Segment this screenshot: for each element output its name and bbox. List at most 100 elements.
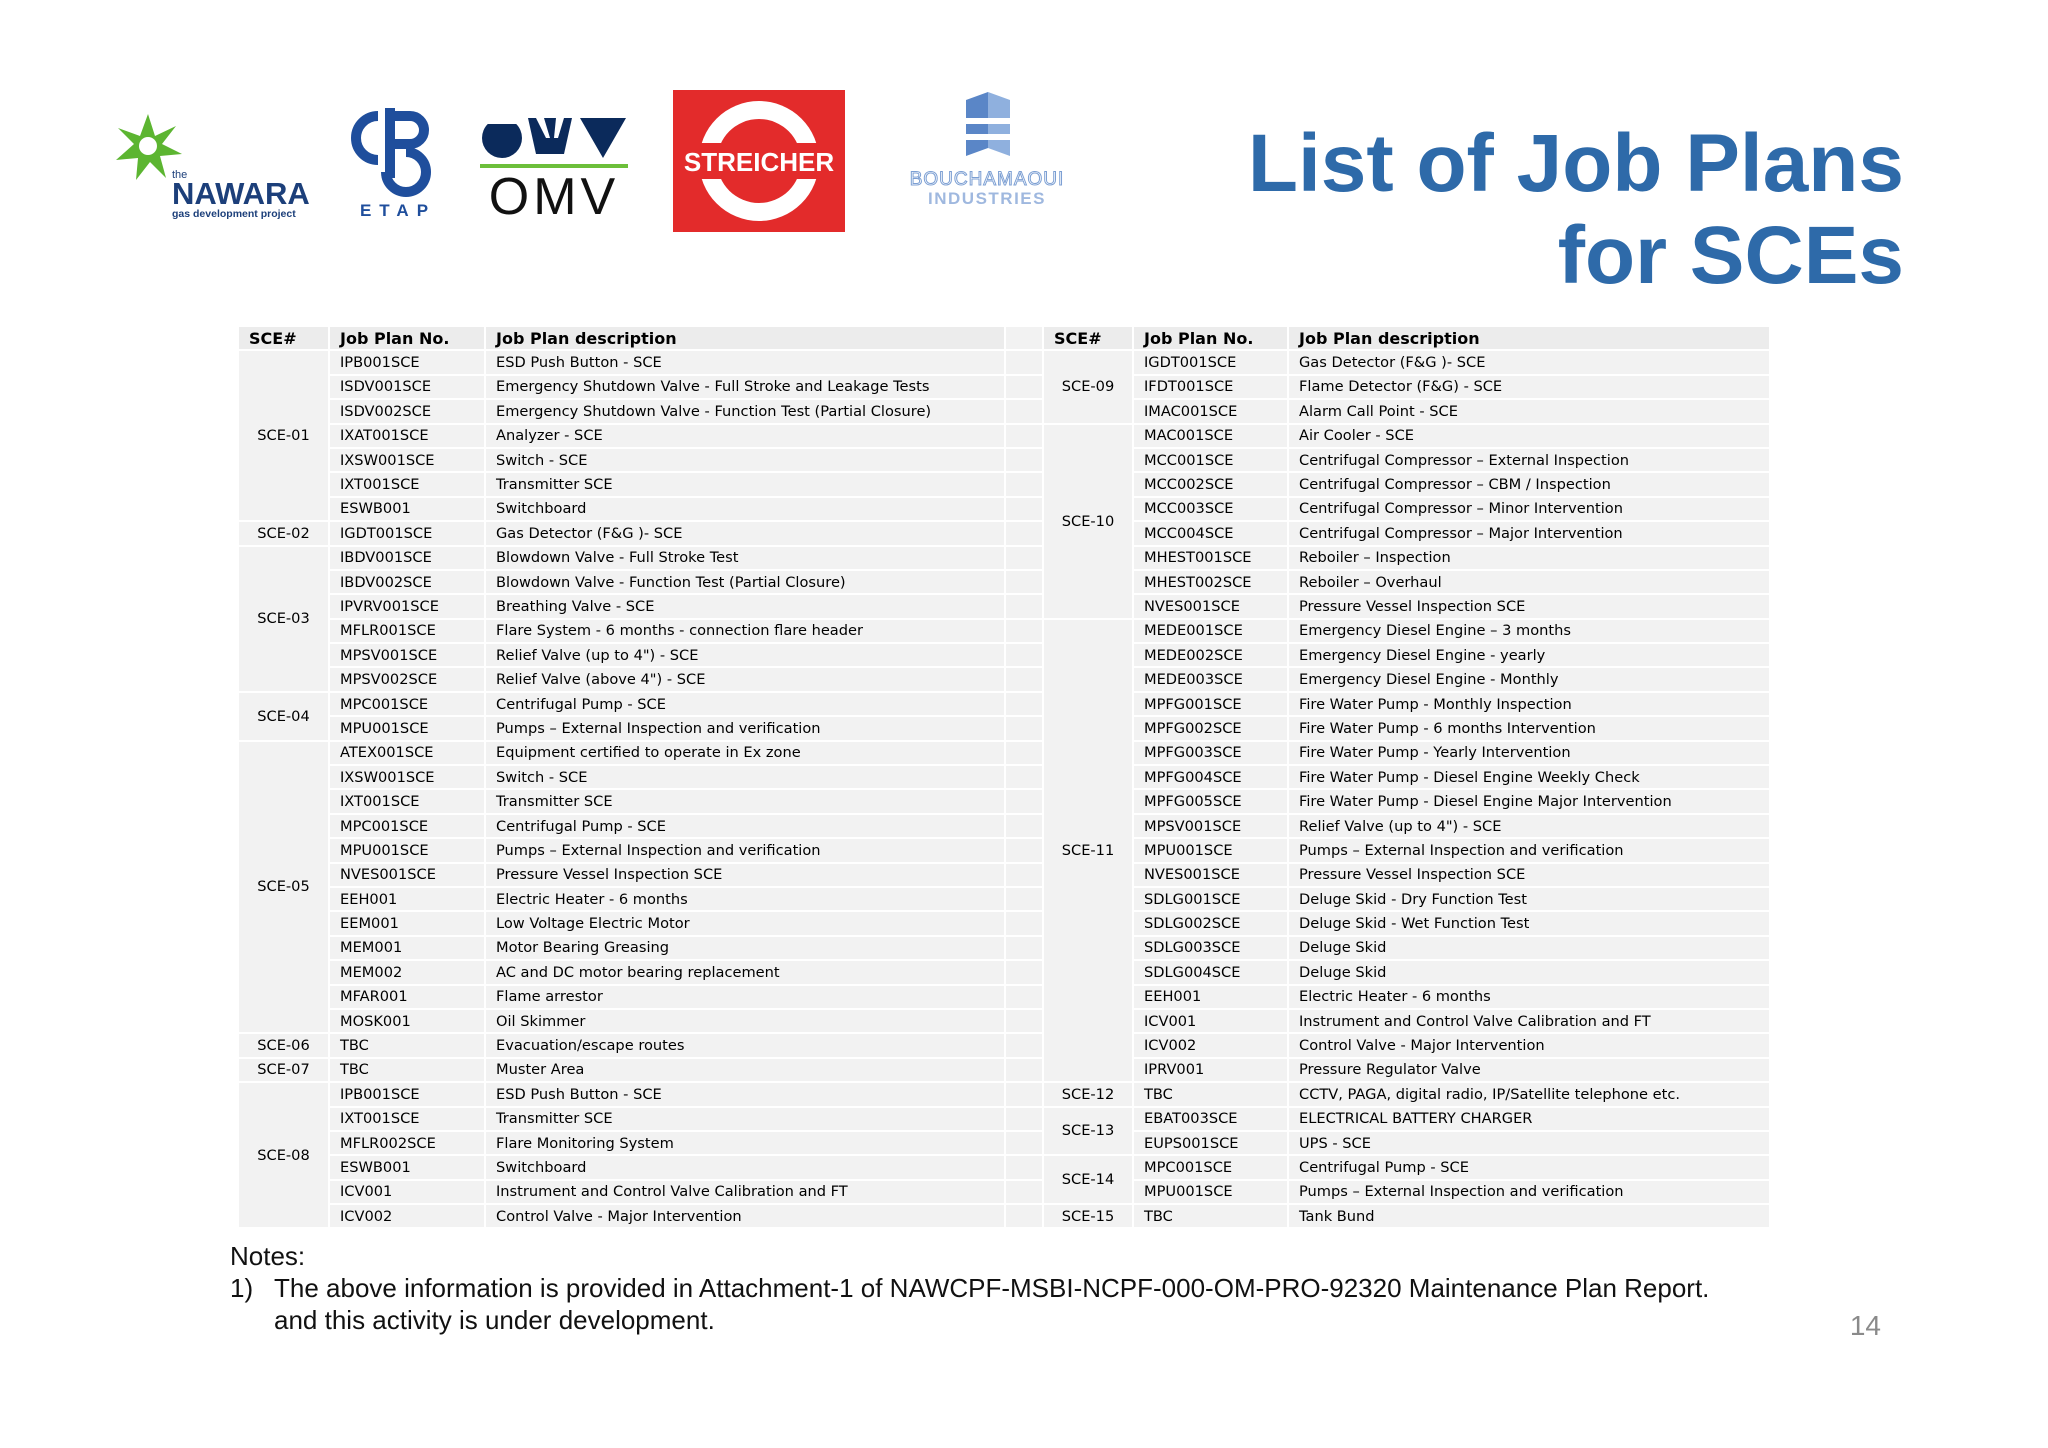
sce-cell: SCE-06 [239,1034,330,1059]
column-gap [1006,473,1044,498]
job-plan-no-cell: MFLR002SCE [330,1131,486,1157]
column-gap [1006,985,1044,1010]
job-plan-no-cell: MHEST001SCE [1134,546,1289,571]
column-gap [1006,424,1044,449]
table-row: MPC001SCE Centrifugal Pump - SCE MPSV001SC… [239,814,1771,840]
job-plan-description-cell: Pumps – External Inspection and verifica… [1289,1180,1771,1206]
job-plan-no-cell: EUPS001SCE [1134,1131,1289,1157]
job-plan-description-cell: ESD Push Button - SCE [486,351,1006,376]
job-plan-description-cell: Flame arrestor [486,985,1006,1010]
table-row: IXSW001SCE Switch - SCE MCC001SCE Centrifug… [239,448,1771,474]
table-row: SCE-01 IPB001SCE ESD Push Button - SCE SCE-… [239,351,1771,523]
table-row: MPSV001SCE Relief Valve (up to 4") - SCE M… [239,644,1771,669]
sce-cell: SCE-03 [239,546,330,693]
note-item: 1) The above information is provided in … [230,1272,1709,1336]
job-plan-no-cell: TBC [1134,1205,1289,1230]
job-plan-no-cell: IXT001SCE [330,790,486,815]
sce-cell: SCE-01 [239,351,330,523]
omv-text: OMV [489,168,619,226]
sce-cell: SCE-07 [239,1058,330,1084]
job-plan-description-cell: Air Cooler - SCE [1289,424,1771,449]
job-plan-description-cell: Transmitter SCE [486,790,1006,815]
table-row: ICV002 Control Valve - Major Intervention… [239,1205,1771,1230]
job-plan-no-cell: ICV002 [1134,1034,1289,1059]
column-gap [1006,497,1044,523]
table-row: MFAR001 Flame arrestor EEH001 Electric Heat… [239,985,1771,1010]
note-line-2: and this activity is under development. [274,1305,715,1335]
job-plans-table-container: SCE# Job Plan No. Job Plan description S… [239,327,1771,1230]
header-sce-right: SCE# [1044,327,1134,352]
job-plan-no-cell: TBC [1134,1083,1289,1108]
job-plan-no-cell: EBAT003SCE [1134,1107,1289,1132]
job-plan-description-cell: Oil Skimmer [486,1009,1006,1035]
job-plan-no-cell: MPC001SCE [330,814,486,840]
job-plans-table: SCE# Job Plan No. Job Plan description S… [239,327,1771,1230]
job-plan-description-cell: Pressure Regulator Valve [1289,1058,1771,1084]
table-row: MFLR001SCE Flare System - 6 months - conn… [239,619,1771,1084]
job-plan-no-cell: MPU001SCE [1134,1180,1289,1206]
job-plan-description-cell: Relief Valve (up to 4") - SCE [486,644,1006,669]
column-gap [1006,619,1044,645]
table-row: SCE-03 IBDV001SCE Blowdown Valve - Full St… [239,546,1771,693]
job-plan-no-cell: MEM001 [330,936,486,962]
job-plan-description-cell: Tank Bund [1289,1205,1771,1230]
table-row: NVES001SCE Pressure Vessel Inspection SCE… [239,863,1771,888]
omv-logo: OMV [480,114,628,226]
page-number: 14 [1849,1310,1881,1341]
job-plan-no-cell: IXSW001SCE [330,766,486,791]
job-plan-description-cell: Analyzer - SCE [486,424,1006,449]
table-row: IXT001SCE Transmitter SCE SCE-13 EBAT003SCE… [239,1107,1771,1157]
job-plan-description-cell: Pressure Vessel Inspection SCE [486,863,1006,888]
job-plan-no-cell: EEM001 [330,912,486,937]
column-gap [1006,375,1044,401]
table-row: SCE-06 TBC Evacuation/escape routes ICV002 C… [239,1034,1771,1059]
job-plan-description-cell: Blowdown Valve - Function Test (Partial … [486,570,1006,596]
job-plan-description-cell: Pressure Vessel Inspection SCE [1289,863,1771,888]
table-row: ISDV002SCE Emergency Shutdown Valve - Fun… [239,400,1771,425]
job-plan-no-cell: TBC [330,1058,486,1084]
job-plan-no-cell: MCC003SCE [1134,497,1289,523]
column-gap [1006,400,1044,425]
note-item-number: 1) [230,1273,254,1303]
job-plan-description-cell: Deluge Skid - Wet Function Test [1289,912,1771,937]
column-gap [1006,863,1044,888]
table-row: IBDV002SCE Blowdown Valve - Function Test… [239,570,1771,596]
sce-cell: SCE-15 [1044,1205,1134,1230]
column-gap [1006,1083,1044,1108]
table-row: MEM002 AC and DC motor bearing replacemen… [239,961,1771,986]
job-plan-no-cell: EEH001 [1134,985,1289,1010]
job-plan-no-cell: MCC004SCE [1134,522,1289,547]
note-line-1: The above information is provided in Att… [274,1273,1710,1303]
job-plan-description-cell: Pumps – External Inspection and verifica… [486,839,1006,864]
column-gap [1006,839,1044,864]
table-row: IXT001SCE Transmitter SCE MCC002SCE Centrif… [239,473,1771,498]
job-plan-description-cell: Flame Detector (F&G) - SCE [1289,375,1771,401]
job-plan-description-cell: Evacuation/escape routes [486,1034,1006,1059]
table-row: SCE-07 TBC Muster Area IPRV001 Pressure Regu… [239,1058,1771,1084]
job-plan-description-cell: Instrument and Control Valve Calibration… [486,1180,1006,1206]
table-body: SCE-01 IPB001SCE ESD Push Button - SCE SCE-… [239,351,1771,1230]
table-row: EEM001 Low Voltage Electric Motor SDLG002S… [239,912,1771,937]
job-plan-no-cell: EEH001 [330,887,486,913]
job-plan-no-cell: NVES001SCE [1134,863,1289,888]
job-plan-no-cell: MPFG004SCE [1134,766,1289,791]
column-gap [1006,595,1044,620]
job-plan-no-cell: ISDV002SCE [330,400,486,425]
job-plan-no-cell: IXT001SCE [330,1107,486,1132]
header-description-right: Job Plan description [1289,327,1771,352]
nawara-small-text: the [172,169,187,181]
bouchamaoui-text-1: BOUCHAMAOUI [910,169,1065,190]
column-gap [1006,912,1044,937]
job-plan-no-cell: IXT001SCE [330,473,486,498]
column-gap [1006,1034,1044,1059]
sce-cell: SCE-08 [239,1083,330,1230]
job-plan-description-cell: Emergency Diesel Engine – 3 months [1289,619,1771,645]
job-plan-description-cell: Pressure Vessel Inspection SCE [1289,595,1771,620]
job-plan-no-cell: MEM002 [330,961,486,986]
job-plan-description-cell: Centrifugal Pump - SCE [1289,1156,1771,1181]
job-plan-description-cell: Transmitter SCE [486,1107,1006,1132]
job-plan-no-cell: MEDE003SCE [1134,668,1289,693]
job-plan-description-cell: Fire Water Pump - Yearly Intervention [1289,741,1771,767]
table-header-row: SCE# Job Plan No. Job Plan description S… [239,327,1771,352]
job-plan-no-cell: MPFG003SCE [1134,741,1289,767]
